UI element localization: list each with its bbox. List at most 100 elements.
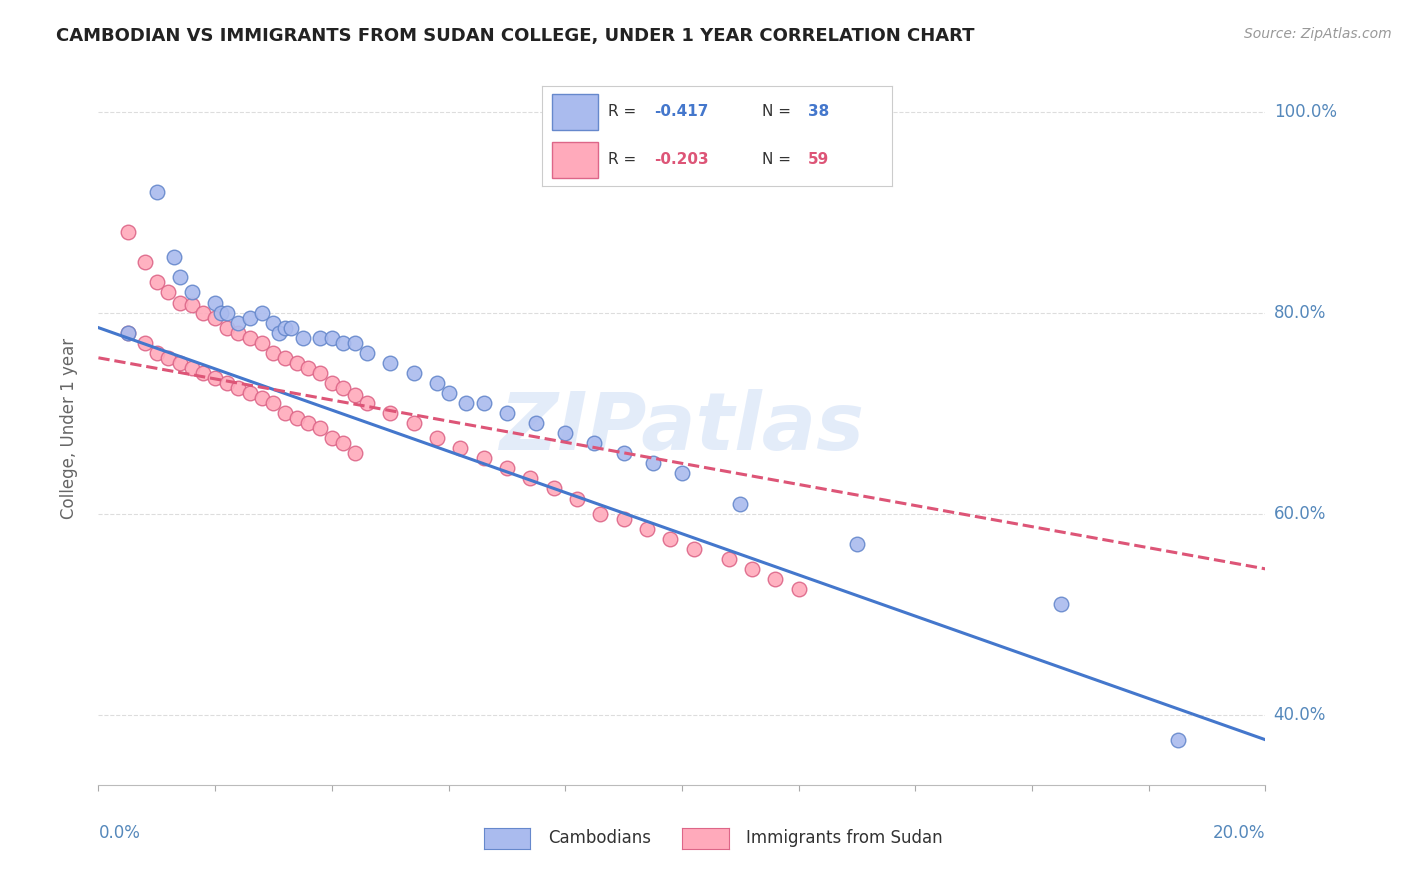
- Point: [262, 345, 284, 359]
- Point: [117, 225, 139, 239]
- Point: [215, 320, 238, 334]
- Point: [285, 356, 308, 370]
- Point: [332, 436, 354, 450]
- Point: [204, 295, 226, 310]
- Point: [449, 442, 471, 456]
- Point: [472, 396, 495, 410]
- Point: [321, 431, 343, 445]
- Point: [846, 537, 869, 551]
- Point: [543, 482, 565, 496]
- Point: [215, 376, 238, 390]
- Point: [496, 461, 519, 475]
- Point: [1167, 732, 1189, 747]
- Point: [117, 326, 139, 340]
- Point: [239, 386, 262, 401]
- Point: [146, 185, 169, 199]
- Point: [134, 335, 156, 350]
- Point: [274, 406, 297, 420]
- Point: [741, 562, 763, 576]
- Point: [332, 381, 354, 395]
- Point: [554, 426, 576, 441]
- Text: 100.0%: 100.0%: [1274, 103, 1337, 120]
- Text: 80.0%: 80.0%: [1274, 303, 1326, 322]
- Point: [730, 497, 752, 511]
- Point: [157, 351, 180, 365]
- Text: CAMBODIAN VS IMMIGRANTS FROM SUDAN COLLEGE, UNDER 1 YEAR CORRELATION CHART: CAMBODIAN VS IMMIGRANTS FROM SUDAN COLLE…: [56, 27, 974, 45]
- Point: [262, 316, 284, 330]
- Point: [269, 326, 291, 340]
- Text: ZIPatlas: ZIPatlas: [499, 389, 865, 467]
- Point: [437, 386, 460, 401]
- Point: [472, 451, 495, 466]
- Point: [262, 396, 284, 410]
- Point: [763, 572, 786, 586]
- Point: [228, 381, 250, 395]
- Point: [250, 335, 273, 350]
- Point: [169, 356, 191, 370]
- Point: [356, 396, 378, 410]
- Point: [239, 331, 262, 345]
- Point: [157, 285, 180, 300]
- Point: [250, 391, 273, 405]
- Point: [612, 446, 634, 460]
- Point: [291, 331, 314, 345]
- Point: [682, 541, 704, 556]
- Point: [274, 351, 297, 365]
- Point: [215, 305, 238, 319]
- Text: Immigrants from Sudan: Immigrants from Sudan: [747, 830, 942, 847]
- Point: [589, 507, 612, 521]
- Point: [250, 305, 273, 319]
- Point: [356, 345, 378, 359]
- Point: [344, 388, 367, 402]
- Point: [297, 416, 319, 430]
- Point: [344, 335, 367, 350]
- Point: [426, 431, 449, 445]
- Point: [180, 285, 202, 300]
- Text: 20.0%: 20.0%: [1213, 824, 1265, 842]
- Point: [496, 406, 519, 420]
- Point: [228, 316, 250, 330]
- Point: [146, 276, 169, 290]
- Point: [380, 356, 402, 370]
- Point: [321, 376, 343, 390]
- Point: [402, 366, 425, 380]
- Point: [180, 297, 202, 311]
- Point: [228, 326, 250, 340]
- Text: Source: ZipAtlas.com: Source: ZipAtlas.com: [1244, 27, 1392, 41]
- Point: [309, 421, 332, 435]
- Text: 40.0%: 40.0%: [1274, 706, 1326, 723]
- Point: [636, 522, 658, 536]
- Point: [117, 326, 139, 340]
- Point: [134, 255, 156, 269]
- Text: 60.0%: 60.0%: [1274, 505, 1326, 523]
- Point: [717, 551, 740, 566]
- Point: [659, 532, 682, 546]
- Point: [426, 376, 449, 390]
- Point: [285, 411, 308, 425]
- Point: [169, 295, 191, 310]
- Point: [1050, 597, 1073, 611]
- Y-axis label: College, Under 1 year: College, Under 1 year: [59, 337, 77, 519]
- Point: [380, 406, 402, 420]
- Point: [309, 331, 332, 345]
- Point: [274, 320, 297, 334]
- Point: [163, 250, 186, 264]
- Point: [787, 582, 810, 596]
- Point: [146, 345, 169, 359]
- Text: 0.0%: 0.0%: [98, 824, 141, 842]
- Point: [641, 456, 664, 470]
- Point: [193, 366, 215, 380]
- Point: [180, 360, 202, 375]
- Point: [297, 360, 319, 375]
- Point: [209, 305, 232, 319]
- Point: [519, 471, 541, 485]
- Point: [583, 436, 606, 450]
- Point: [671, 467, 693, 481]
- Point: [204, 371, 226, 385]
- Point: [524, 416, 547, 430]
- Point: [204, 310, 226, 325]
- Point: [193, 305, 215, 319]
- Point: [309, 366, 332, 380]
- Point: [565, 491, 588, 506]
- Point: [612, 511, 634, 525]
